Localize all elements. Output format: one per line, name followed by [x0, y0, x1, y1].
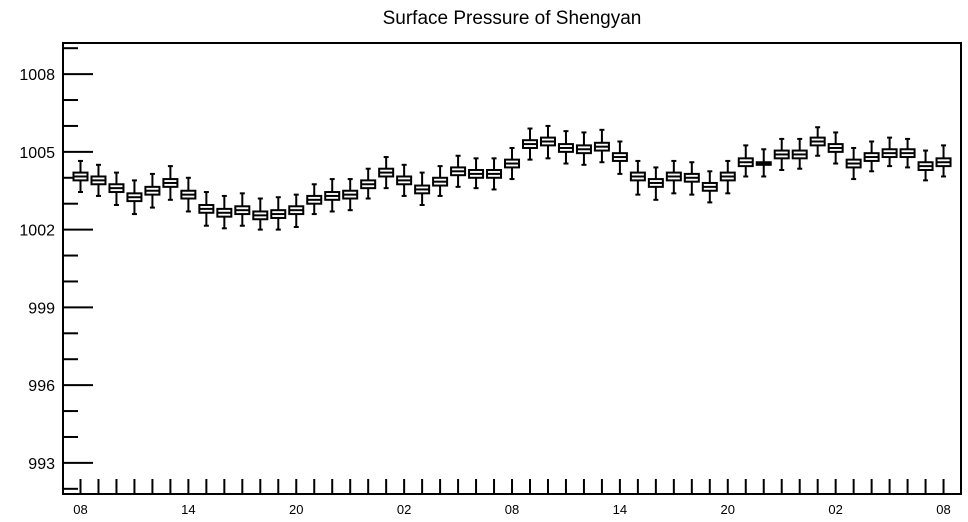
y-tick-label: 993	[28, 456, 55, 473]
box-mark	[126, 179, 143, 216]
box-mark	[647, 166, 664, 201]
x-tick-label: 14	[181, 502, 195, 517]
box-mark	[468, 157, 485, 190]
box-mark	[396, 163, 413, 197]
box-mark	[917, 149, 934, 182]
x-tick-label: 08	[73, 502, 87, 517]
box-mark	[522, 127, 538, 161]
box-mark	[665, 159, 682, 195]
box-mark	[144, 172, 161, 209]
box-mark	[575, 131, 592, 166]
box-mark	[198, 191, 215, 227]
box-mark	[881, 136, 898, 168]
box-mark	[593, 128, 610, 164]
x-axis: 08 14 20 02 08 14 20 02 08	[73, 479, 951, 517]
box-mark	[450, 154, 467, 188]
box-mark	[162, 165, 179, 201]
box-mark	[791, 137, 808, 170]
box-mark	[414, 171, 431, 206]
box-series	[72, 124, 952, 231]
box-mark	[270, 196, 287, 231]
box-mark	[90, 163, 107, 197]
box-mark	[504, 146, 521, 181]
box-mark	[234, 192, 251, 227]
box-mark	[737, 144, 754, 178]
box-mark	[809, 126, 826, 157]
box-mark	[719, 159, 736, 195]
box-mark	[557, 130, 574, 165]
y-tick-label: 999	[28, 300, 55, 317]
box-mark	[899, 137, 916, 169]
box-mark	[252, 197, 269, 231]
y-tick-label: 1005	[19, 145, 55, 162]
x-tick-label: 20	[289, 502, 303, 517]
x-tick-label: 02	[397, 502, 411, 517]
box-mark	[306, 183, 323, 216]
y-tick-label: 996	[28, 378, 55, 395]
box-mark	[216, 194, 233, 230]
box-mark	[683, 161, 700, 196]
box-mark	[486, 157, 503, 191]
box-mark	[935, 144, 952, 178]
box-mark	[324, 178, 341, 213]
x-tick-label: 08	[505, 502, 519, 517]
box-mark	[360, 167, 377, 200]
box-mark	[108, 171, 125, 206]
y-axis: 993 996 999 1002 1005 1008	[19, 47, 93, 490]
box-mark	[629, 159, 646, 196]
x-tick-label: 20	[721, 502, 735, 517]
box-mark	[611, 140, 628, 175]
box-mark	[773, 137, 790, 172]
x-tick-label: 08	[936, 502, 950, 517]
box-mark	[72, 159, 89, 194]
y-tick-label: 1002	[19, 223, 55, 240]
y-tick-label: 1008	[19, 67, 55, 84]
plot-frame	[62, 42, 962, 495]
box-mark	[432, 165, 449, 197]
box-mark	[827, 131, 844, 165]
box-mark	[539, 124, 556, 160]
box-mark	[701, 170, 718, 204]
box-mark	[755, 148, 772, 178]
box-mark	[288, 193, 305, 229]
x-tick-label: 14	[613, 502, 627, 517]
x-tick-label: 02	[828, 502, 842, 517]
box-mark	[845, 146, 862, 181]
box-mark	[342, 178, 359, 212]
box-mark	[378, 156, 395, 190]
box-mark	[863, 140, 880, 173]
box-mark	[180, 176, 197, 213]
chart-title: Surface Pressure of Shengyan	[383, 8, 642, 29]
